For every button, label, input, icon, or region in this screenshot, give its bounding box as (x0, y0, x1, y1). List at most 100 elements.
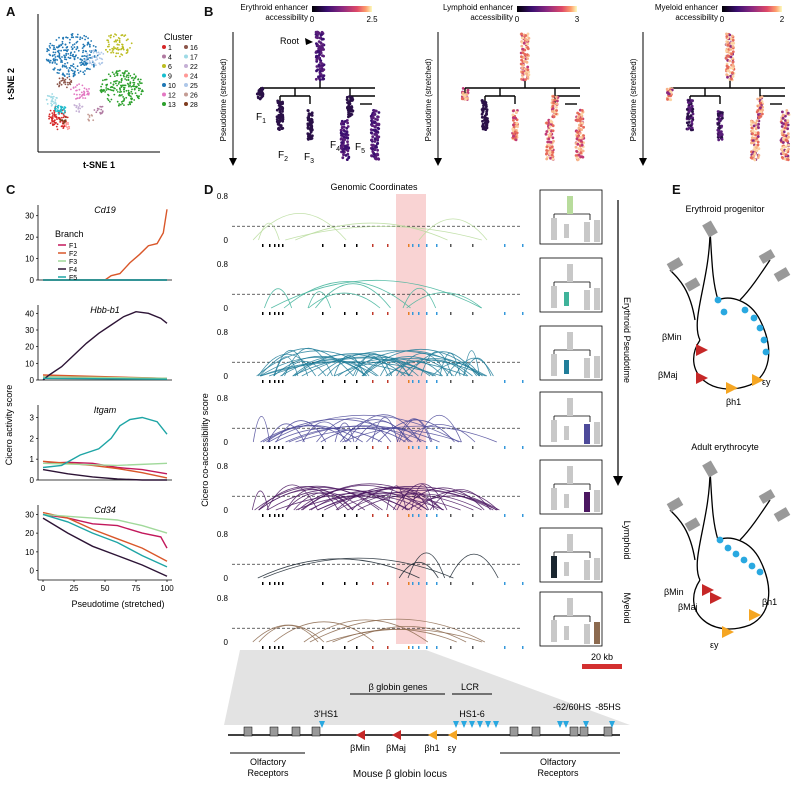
tsne-point (82, 71, 85, 74)
tree-cell (376, 152, 379, 156)
tsne-point (64, 83, 67, 86)
tsne-point (100, 108, 103, 111)
tsne-point (124, 84, 127, 87)
peak-mark (344, 446, 346, 449)
coaccess-arc (317, 487, 498, 511)
coaccess-arc (416, 414, 462, 443)
tsne-point (130, 101, 133, 104)
tree-cell (349, 112, 353, 116)
olfactory-receptor-box (569, 726, 579, 737)
tree-cell (511, 127, 515, 131)
mini-tree-branch (551, 218, 557, 240)
tsne-point (63, 65, 66, 67)
tsne-point (102, 89, 105, 91)
tsne-point (61, 77, 64, 79)
tsne-point (132, 79, 135, 82)
tree-cell (375, 122, 378, 125)
tsne-point (99, 105, 102, 108)
tree-cell (466, 88, 470, 92)
tsne-point (82, 43, 85, 46)
peak-mark (426, 244, 428, 247)
tree-cell (347, 113, 350, 116)
tsne-point (58, 82, 61, 85)
tsne-point (53, 121, 56, 124)
tsne-point (104, 91, 106, 93)
tsne-point (67, 53, 70, 55)
tsne-point (48, 115, 50, 118)
tree-cell (716, 110, 720, 113)
tree-cell (258, 92, 261, 96)
tsne-point (138, 97, 140, 100)
panel-label-d: D (204, 182, 214, 197)
coaccess-arc (259, 348, 354, 377)
tree-cell (278, 110, 282, 114)
tsne-point (102, 79, 104, 82)
tsne-point (91, 57, 93, 60)
peak-mark (412, 646, 414, 649)
tree-cell (666, 98, 669, 101)
tsne-point (133, 88, 136, 91)
tsne-point (67, 69, 70, 71)
tsne-point (120, 101, 123, 103)
tree-cell (317, 40, 321, 43)
hypersensitive-site (477, 721, 483, 728)
tsne-point (130, 97, 133, 100)
tree-cell (318, 36, 322, 40)
fate-sub: 4 (336, 146, 340, 153)
tsne-point (72, 66, 75, 68)
branch-line-f4 (42, 468, 167, 481)
mini-tree-branch (551, 354, 557, 376)
tree-cell (319, 42, 323, 45)
tsne-point (121, 43, 123, 46)
tree-cell (547, 137, 551, 141)
tree-cell (521, 74, 524, 77)
tsne-point (84, 50, 87, 53)
tsne-point (69, 54, 72, 57)
peak-mark (408, 446, 410, 449)
tree-cell (545, 145, 549, 149)
panel-label-e: E (672, 182, 681, 197)
tsne-point (77, 108, 80, 110)
tree-cell (726, 43, 730, 47)
tsne-point (66, 126, 68, 129)
peak-mark (418, 244, 420, 247)
lymphoid-label: Lymphoid (622, 521, 632, 560)
tsne-point (48, 95, 51, 98)
tsne-point (75, 48, 78, 51)
coaccess-arc (362, 360, 411, 377)
mini-tree-branch (594, 356, 600, 378)
tsne-point (129, 74, 132, 77)
fate-label: F4 (330, 140, 340, 153)
loop-gene-label: βMin (664, 587, 684, 597)
tree-cell (369, 128, 373, 132)
chromatin-fiber (696, 229, 711, 341)
tsne-point (109, 86, 112, 89)
tsne-point (120, 84, 123, 87)
tsne-point (107, 73, 110, 76)
tsne-point (137, 78, 140, 81)
tsne-point (63, 81, 65, 84)
tsne-point (76, 33, 79, 36)
coaccess-arc (251, 490, 269, 511)
coaccess-arc (337, 496, 422, 511)
pseudotime-arrow (639, 158, 647, 166)
tree-cell (729, 45, 733, 48)
coaccess-arc (309, 618, 486, 643)
tsne-point (119, 103, 122, 106)
coaccess-arc (302, 421, 347, 443)
tsne-point (63, 54, 65, 57)
tree-cell (526, 65, 530, 69)
tree-cell (756, 135, 760, 138)
branch-line-f2 (42, 511, 168, 562)
branch-line-f5 (42, 416, 168, 469)
tsne-point (113, 40, 116, 43)
peak-mark (408, 646, 410, 649)
tree-cell (481, 119, 484, 123)
hs3-label: 3'HS1 (314, 709, 338, 719)
tsne-point (73, 46, 76, 48)
tree-cell (344, 145, 348, 149)
tree-cell (688, 101, 691, 105)
adult-erythrocyte-title: Adult erythrocyte (691, 442, 759, 452)
tree-cell (725, 49, 728, 53)
